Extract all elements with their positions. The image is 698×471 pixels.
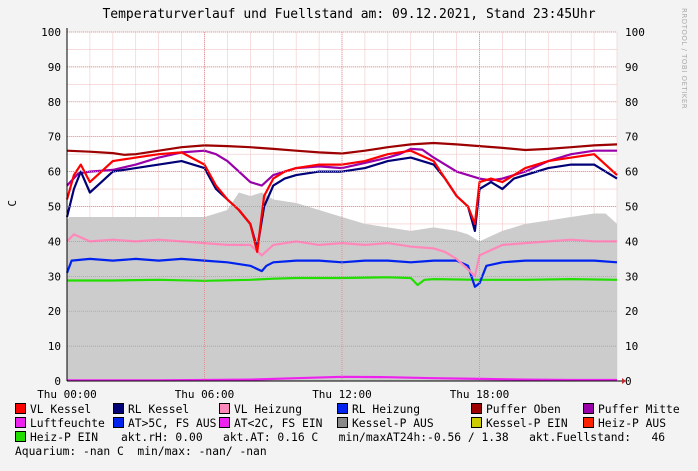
y-tick-label-left: 50	[48, 201, 61, 214]
y-tick-label-right: 20	[625, 305, 638, 318]
aquarium-text: Aquarium: -nan C min/max: -nan/ -nan	[15, 445, 267, 458]
legend-swatch	[219, 417, 230, 428]
legend-swatch	[15, 431, 26, 442]
legend-label: RL Kessel	[128, 403, 190, 416]
legend-swatch	[583, 417, 594, 428]
y-tick-label-right: 10	[625, 340, 638, 353]
legend-swatch	[583, 403, 594, 414]
y-tick-label-left: 0	[54, 375, 61, 388]
legend-label: Heiz-P AUS	[598, 417, 667, 430]
legend-swatch	[471, 417, 482, 428]
legend-label: AT<2C, FS EIN	[234, 417, 323, 430]
y-tick-label-left: 100	[41, 26, 61, 39]
x-tick-label: Thu 12:00	[312, 388, 372, 400]
chart-title: Temperaturverlauf und Fuellstand am: 09.…	[102, 7, 596, 22]
legend-item: RL Heizung	[337, 403, 420, 417]
y-tick-label-right: 30	[625, 270, 638, 283]
legend-swatch	[113, 417, 124, 428]
legend-swatch	[337, 403, 348, 414]
series-line	[65, 149, 618, 253]
y-tick-label-right: 60	[625, 166, 638, 179]
legend-swatch	[15, 417, 26, 428]
y-tick-label-right: 80	[625, 96, 638, 109]
y-tick-label-left: 10	[48, 340, 61, 353]
series-line	[66, 141, 618, 156]
x-tick-label: Thu 00:00	[37, 388, 97, 400]
legend-swatch	[15, 403, 26, 414]
y-tick-label-left: 60	[48, 166, 61, 179]
legend-row-1: VL Kessel RL Kessel VL Heizung RL Heizung Pu…	[15, 403, 695, 417]
legend-item: VL Heizung	[219, 403, 302, 417]
legend-label: VL Heizung	[234, 403, 303, 416]
series-line	[66, 233, 617, 278]
legend-item: Puffer Oben	[471, 403, 561, 417]
legend-label: Heiz-P EIN	[30, 431, 99, 444]
legend-swatch	[471, 403, 482, 414]
legend-item: AT<2C, FS EIN	[219, 417, 322, 431]
legend-label: Puffer Mitte	[598, 403, 680, 416]
y-tick-label-right: 100	[625, 26, 645, 39]
x-axis-arrow	[622, 378, 626, 384]
y-tick-label-left: 20	[48, 305, 61, 318]
legend-label: Puffer Oben	[486, 403, 561, 416]
legend-swatch	[219, 403, 230, 414]
legend-swatch	[337, 417, 348, 428]
legend-item-heiz-p-ein: Heiz-P EIN	[15, 431, 98, 445]
y-tick-label-left: 70	[48, 131, 61, 144]
legend-label: Kessel-P AUS	[352, 417, 434, 430]
legend-row-3: Heiz-P EIN akt.rH: 0.00 akt.AT: 0.16 C m…	[15, 431, 695, 445]
legend-label: AT>5C, FS AUS	[128, 417, 217, 430]
legend-item: AT>5C, FS AUS	[113, 417, 216, 431]
y-tick-label-right: 70	[625, 131, 638, 144]
legend-label: RL Heizung	[352, 403, 421, 416]
legend-label: Kessel-P EIN	[486, 417, 568, 430]
legend-row-2: Luftfeuchte AT>5C, FS AUS AT<2C, FS EIN Kes…	[15, 417, 695, 431]
y-tick-label-left: 40	[48, 235, 61, 248]
chart-plot: 0 0 10 10 20 20 30 30 40 40 50 50 60 60 70 70 80 80 90 90 10…	[37, 26, 645, 400]
series-line	[67, 276, 618, 287]
legend-swatch	[113, 403, 124, 414]
current-values-text: akt.rH: 0.00 akt.AT: 0.16 C min/maxAT24h…	[121, 431, 666, 444]
legend-item: Kessel-P EIN	[471, 417, 568, 431]
y-tick-label-left: 30	[48, 270, 61, 283]
y-tick-label-right: 90	[625, 61, 638, 74]
y-tick-label-right: 0	[625, 375, 632, 388]
legend-row-4: Aquarium: -nan C min/max: -nan/ -nan	[15, 445, 695, 459]
legend-item: RL Kessel	[113, 403, 189, 417]
legend-label: VL Kessel	[30, 403, 92, 416]
legend-item: Puffer Mitte	[583, 403, 680, 417]
y-tick-label-right: 50	[625, 201, 638, 214]
y-tick-label-left: 90	[48, 61, 61, 74]
x-tick-label: Thu 18:00	[450, 388, 510, 400]
legend-label: Luftfeuchte	[30, 417, 105, 430]
series-line	[65, 156, 618, 250]
legend-item: VL Kessel	[15, 403, 91, 417]
x-tick-label: Thu 06:00	[175, 388, 235, 400]
rrdtool-watermark: RRDTOOL / TOBI OETIKER	[680, 8, 688, 110]
legend-item: Kessel-P AUS	[337, 417, 434, 431]
legend-item: Luftfeuchte	[15, 417, 105, 431]
y-tick-label-left: 80	[48, 96, 61, 109]
y-tick-label-right: 40	[625, 235, 638, 248]
legend-item: Heiz-P AUS	[583, 417, 666, 431]
